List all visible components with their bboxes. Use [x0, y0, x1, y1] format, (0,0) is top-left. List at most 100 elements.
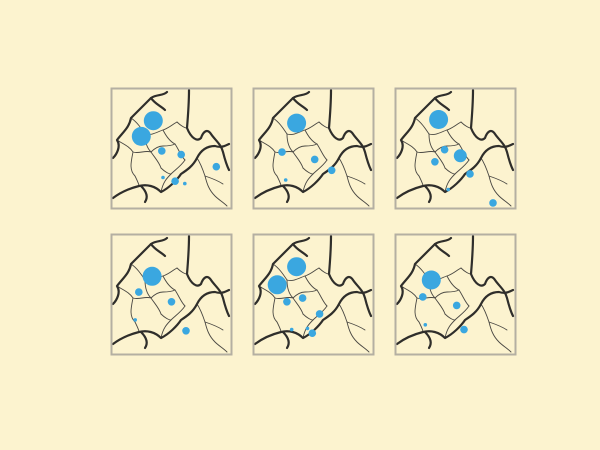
map-panel-6 — [394, 233, 517, 356]
boundary-lines — [111, 234, 231, 353]
minor-boundary-line — [292, 289, 318, 299]
proportional-circle-icon — [212, 162, 221, 171]
major-boundary-line — [111, 236, 169, 306]
minor-boundary-line — [434, 289, 460, 299]
minor-boundary-line — [130, 151, 140, 187]
minor-boundary-line — [434, 143, 460, 153]
panel-frame — [110, 87, 233, 210]
map-panel-2 — [252, 87, 375, 210]
proportional-circle-icon — [423, 323, 428, 327]
boundary-lines — [111, 88, 231, 207]
symbol-layer — [131, 111, 221, 186]
proportional-circle-icon — [308, 329, 317, 337]
major-boundary-line — [185, 234, 231, 318]
minor-boundary-line — [304, 275, 328, 307]
major-boundary-line — [111, 142, 231, 200]
minor-boundary-line — [160, 167, 172, 175]
proportional-circle-icon — [131, 126, 151, 146]
major-boundary-line — [395, 90, 453, 160]
minor-boundary-line — [414, 297, 424, 333]
proportional-circle-icon — [315, 310, 324, 318]
proportional-circle-icon — [446, 187, 450, 192]
map-panel-4 — [110, 233, 233, 356]
minor-boundary-line — [304, 129, 328, 161]
major-boundary-line — [281, 184, 290, 204]
minor-boundary-line — [302, 313, 314, 321]
panel-frame — [252, 87, 375, 210]
proportional-circle-icon — [177, 150, 185, 159]
minor-boundary-line — [272, 297, 282, 333]
minor-boundary-line — [488, 321, 508, 331]
minor-boundary-line — [318, 121, 330, 129]
major-boundary-line — [469, 88, 515, 172]
proportional-circle-icon — [452, 301, 461, 310]
map-panel-5 — [252, 233, 375, 356]
minor-boundary-line — [338, 157, 370, 207]
symbol-layer — [429, 110, 497, 207]
minor-boundary-line — [444, 167, 456, 175]
proportional-circle-icon — [183, 181, 187, 186]
proportional-circle-icon — [310, 155, 319, 164]
proportional-circle-icon — [460, 325, 468, 334]
major-boundary-line — [291, 96, 309, 112]
minor-boundary-line — [346, 321, 366, 331]
minor-boundary-line — [160, 313, 172, 321]
minor-boundary-line — [444, 159, 470, 193]
minor-boundary-line — [130, 117, 178, 135]
minor-boundary-line — [272, 151, 282, 187]
minor-boundary-line — [196, 303, 228, 353]
panel-frame — [110, 233, 233, 356]
proportional-circle-icon — [419, 293, 427, 301]
major-boundary-line — [281, 330, 290, 350]
proportional-circle-icon — [161, 175, 165, 180]
major-boundary-line — [253, 236, 311, 306]
minor-boundary-line — [160, 159, 186, 193]
proportional-circle-icon — [289, 327, 294, 332]
major-boundary-line — [395, 288, 515, 346]
boundary-lines — [253, 234, 373, 353]
proportional-circle-icon — [133, 318, 137, 322]
minor-boundary-line — [302, 167, 314, 175]
minor-boundary-line — [176, 121, 188, 129]
major-boundary-line — [469, 234, 515, 318]
minor-boundary-line — [480, 303, 512, 353]
major-boundary-line — [395, 142, 515, 200]
proportional-circle-icon — [278, 148, 286, 156]
minor-boundary-line — [488, 175, 508, 185]
minor-boundary-line — [130, 297, 140, 333]
minor-boundary-line — [444, 305, 470, 339]
minor-boundary-line — [460, 267, 472, 275]
map-panel-1 — [110, 87, 233, 210]
minor-boundary-line — [346, 175, 366, 185]
boundary-lines — [253, 88, 373, 207]
proportional-circle-icon — [287, 257, 307, 277]
major-boundary-line — [111, 90, 169, 160]
proportional-circle-icon — [167, 298, 176, 306]
major-boundary-line — [253, 288, 373, 346]
minor-boundary-line — [318, 267, 330, 275]
map-panel-3 — [394, 87, 517, 210]
minor-boundary-line — [460, 121, 472, 129]
major-boundary-line — [433, 96, 451, 112]
minor-boundary-line — [160, 305, 186, 339]
major-boundary-line — [327, 88, 373, 172]
minor-boundary-line — [272, 117, 320, 135]
minor-boundary-line — [150, 289, 176, 299]
minor-boundary-line — [446, 275, 470, 307]
minor-boundary-line — [414, 117, 462, 135]
proportional-circle-icon — [182, 327, 190, 335]
proportional-circle-icon — [267, 275, 287, 295]
proportional-circle-icon — [466, 170, 474, 178]
minor-boundary-line — [196, 157, 228, 207]
major-boundary-line — [149, 242, 167, 258]
proportional-circle-icon — [287, 113, 307, 133]
proportional-circle-icon — [489, 199, 497, 207]
minor-boundary-line — [444, 313, 456, 321]
panel-frame — [252, 233, 375, 356]
minor-boundary-line — [204, 321, 224, 331]
symbol-layer — [267, 257, 324, 337]
major-boundary-line — [253, 142, 373, 200]
major-boundary-line — [149, 96, 167, 112]
